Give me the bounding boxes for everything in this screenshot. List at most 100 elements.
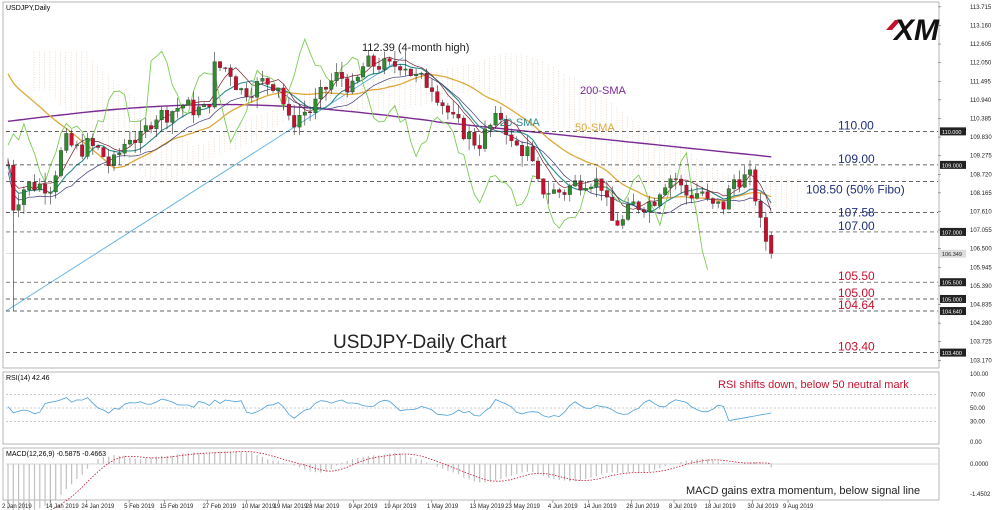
candle-body — [334, 72, 339, 81]
candle-body — [589, 186, 593, 189]
candle-body — [85, 138, 90, 157]
candle-body — [748, 169, 752, 175]
level-badge — [940, 127, 966, 136]
date-label: 30 Jul 2019 — [747, 504, 779, 510]
candle-body — [249, 96, 254, 98]
candle-body — [684, 184, 689, 196]
candle-body — [520, 145, 525, 157]
date-label: 18 Jul 2019 — [705, 504, 737, 510]
candle-body — [11, 164, 16, 211]
candle-body — [133, 139, 138, 143]
candle-body — [546, 193, 551, 195]
level-label: 109.00 — [838, 152, 875, 166]
date-label: 13 May 2019 — [470, 504, 505, 510]
candle-body — [143, 125, 148, 132]
date-label: 10 Mar 2019 — [242, 504, 276, 510]
candle-body — [472, 131, 477, 146]
candle-body — [663, 187, 668, 195]
candle-body — [562, 192, 567, 195]
candle-body — [345, 78, 350, 93]
macd-signal-line — [50, 451, 772, 510]
candle-body — [541, 178, 546, 195]
candle-body — [440, 102, 445, 107]
price-tick-label: 112.605 — [970, 42, 992, 48]
candle-body — [96, 145, 101, 148]
candle-body — [408, 68, 413, 76]
candle-body — [69, 133, 74, 146]
candle-body — [414, 73, 419, 76]
candle-body — [16, 204, 21, 211]
price-tick-label: 113.160 — [970, 23, 992, 29]
level-label: 110.00 — [838, 118, 874, 132]
candle-body — [308, 111, 313, 113]
rsi-line — [7, 397, 772, 422]
candle-body — [170, 111, 175, 123]
candle-body — [488, 124, 493, 129]
candle-body — [573, 180, 578, 187]
rsi-tick-label: 30.00 — [970, 420, 986, 426]
candle-body — [769, 235, 774, 254]
candle-body — [324, 87, 328, 90]
candle-body — [180, 105, 185, 109]
price-tick-label: 112.050 — [970, 61, 992, 67]
date-label: 15 Feb 2019 — [160, 504, 194, 510]
candle-body — [763, 217, 768, 242]
candle-body — [43, 183, 48, 194]
candle-body — [191, 99, 196, 116]
level-label: 105.00 — [838, 286, 875, 300]
price-tick-label: 104.835 — [970, 302, 992, 308]
candle-body — [149, 125, 154, 130]
candle-body — [21, 189, 26, 205]
price-tick-label: 103.725 — [970, 340, 992, 346]
level-badge-text: 109.000 — [942, 163, 962, 169]
current-price-text: 106.349 — [942, 252, 962, 258]
current-price-badge — [940, 249, 966, 258]
candle-body — [297, 115, 302, 128]
candle-body — [530, 146, 535, 162]
price-tick-label: 106.500 — [970, 247, 992, 253]
candle-body — [281, 87, 286, 105]
candle-body — [276, 87, 281, 91]
candle-body — [392, 61, 397, 67]
candle-body — [212, 61, 217, 108]
candle-body — [223, 67, 228, 69]
sma200-line — [7, 103, 772, 158]
chart-title: USDJPY-Daily Chart — [333, 332, 507, 353]
price-tick-label: 109.275 — [970, 154, 992, 160]
level-badge-text: 105.000 — [942, 297, 962, 303]
level-label: 103.40 — [838, 340, 875, 354]
candle-body — [37, 183, 42, 191]
level-badge-text: 107.000 — [942, 230, 962, 236]
level-label: 107.58 — [838, 205, 875, 219]
candle-body — [286, 103, 291, 116]
candle-body — [599, 178, 604, 191]
price-tick-label: 105.945 — [970, 265, 992, 271]
candle-body — [557, 189, 562, 193]
sma20-label: 20-SMA — [500, 117, 540, 129]
candle-body — [594, 178, 599, 188]
candle-body — [710, 198, 715, 204]
candle-body — [202, 104, 207, 107]
candle-body — [117, 153, 122, 155]
candle-body — [64, 133, 69, 151]
candle-body — [207, 104, 212, 108]
level-badge — [940, 227, 966, 236]
candle-body — [673, 178, 678, 180]
candle-body — [652, 201, 657, 206]
candle-body — [583, 188, 588, 191]
symbol-label: USDJPY,Daily — [6, 5, 51, 12]
candle-body — [419, 72, 424, 75]
date-label: 27 Feb 2019 — [202, 504, 236, 510]
candle-body — [233, 76, 238, 91]
tenkan-line — [7, 56, 772, 212]
candle-body — [186, 99, 191, 106]
candle-body — [329, 80, 334, 90]
candle-body — [642, 209, 646, 213]
rsi-tick-label: 0.00 — [970, 440, 982, 446]
logo-text: XM — [892, 14, 940, 47]
candle-body — [657, 194, 662, 206]
macd-tick-label: 0.0000 — [970, 462, 989, 468]
candle-body — [138, 131, 143, 143]
xm-logo: XM — [886, 14, 940, 47]
candle-body — [604, 190, 609, 198]
